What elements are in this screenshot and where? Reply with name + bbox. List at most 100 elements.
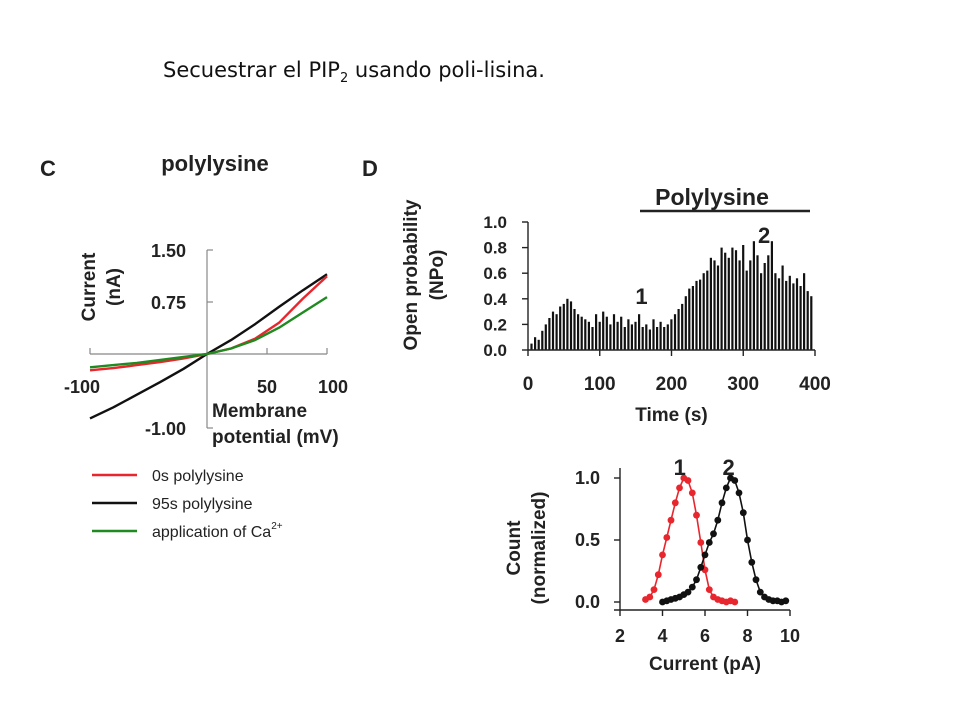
np-bar: [706, 270, 709, 350]
np-bar: [562, 303, 565, 350]
iv-legend-label: 0s polylysine: [152, 468, 244, 485]
np-bar: [551, 311, 555, 350]
count-point: [688, 583, 696, 591]
np-bar: [656, 327, 659, 350]
np-bar: [630, 324, 633, 350]
np-bar: [734, 250, 738, 350]
np-bar: [541, 330, 544, 350]
np-bar: [774, 273, 777, 350]
np-bar: [691, 286, 694, 350]
np-bar: [670, 319, 673, 350]
np-bar: [530, 343, 533, 350]
count-point: [663, 534, 671, 541]
np-bar: [580, 316, 583, 350]
count-x-tick-label: 4: [657, 626, 667, 646]
iv-x-tick-label: 50: [257, 377, 277, 397]
np-bar: [638, 314, 641, 350]
count-point: [705, 586, 713, 593]
count-point: [752, 576, 760, 584]
iv-legend-label: application of Ca2+: [152, 521, 283, 541]
slide-title-main: Secuestrar el PIP: [163, 58, 340, 82]
np-bar: [569, 301, 573, 350]
count-point: [744, 536, 751, 544]
np-y-tick-label: 0.0: [483, 341, 507, 360]
open-probability-chart: 0.0 0.2 0.4 0.6 0.8 1.0 0 100 200 300 400 Time (s) O…: [401, 184, 831, 426]
np-bar: [609, 324, 612, 350]
np-y-tick-label: 0.6: [483, 264, 507, 283]
count-point: [731, 477, 739, 484]
count-point: [697, 539, 705, 546]
np-bar: [573, 309, 576, 350]
count-point: [739, 509, 747, 517]
iv-y-label-line1: Current: [79, 252, 100, 321]
count-y-label-line2: (normalized): [529, 492, 550, 605]
np-bar: [720, 247, 723, 350]
np-bar: [627, 319, 630, 350]
count-x-tick-label: 10: [780, 626, 800, 646]
np-bar: [727, 257, 730, 350]
np-bar: [677, 309, 680, 350]
iv-chart-title: polylysine: [161, 151, 269, 176]
count-y-tick-label: 1.0: [575, 468, 600, 488]
panel-label-d: D: [362, 156, 378, 181]
iv-x-tick-label: 100: [318, 377, 348, 397]
np-y-label-line1: Open probability: [401, 199, 422, 350]
slide-title: Secuestrar el PIP2 usando poli-lisina.: [163, 58, 545, 86]
np-bar: [616, 321, 619, 350]
count-point: [646, 593, 654, 601]
np-bar: [537, 339, 540, 350]
count-point: [782, 597, 790, 605]
np-bar: [713, 260, 716, 350]
np-bar: [699, 279, 702, 350]
panel-label-c: C: [40, 156, 56, 181]
np-bar: [731, 247, 734, 350]
count-y-tick-label: 0.5: [575, 530, 600, 550]
np-x-tick-label: 200: [656, 374, 688, 395]
iv-series-line: [89, 296, 328, 369]
np-annotation: 2: [758, 223, 770, 248]
np-x-tick-label: 400: [799, 374, 831, 395]
count-annotation: 2: [723, 455, 735, 480]
count-point: [731, 598, 739, 606]
np-y-tick-label: 1.0: [483, 213, 507, 232]
np-bar: [795, 278, 799, 350]
iv-x-tick-label: -100: [64, 377, 100, 397]
np-bar: [602, 311, 605, 350]
np-bar: [663, 327, 666, 350]
np-bar: [555, 314, 558, 350]
count-point: [684, 588, 692, 596]
iv-y-tick-label: -1.00: [145, 419, 186, 439]
count-point: [756, 588, 764, 596]
np-bar: [688, 288, 691, 350]
np-bar: [548, 318, 551, 350]
iv-chart: polylysine 1.50 0.75 -1.00 -100 50 100 Membrane…: [64, 151, 348, 541]
np-bar: [623, 327, 626, 350]
count-point: [659, 551, 666, 559]
np-bar: [587, 321, 590, 350]
np-chart-title: Polylysine: [655, 184, 769, 210]
count-point: [693, 576, 700, 584]
count-y-tick-label: 0.0: [575, 592, 600, 612]
count-point: [714, 516, 722, 524]
np-bar: [652, 319, 655, 350]
np-bar: [648, 329, 651, 350]
np-bar: [595, 314, 598, 350]
np-bar: [684, 296, 687, 350]
np-bar: [702, 273, 705, 350]
np-bar: [810, 296, 813, 350]
np-bar: [724, 252, 727, 350]
np-bar: [806, 291, 809, 350]
count-point: [722, 484, 730, 492]
np-bar: [534, 337, 537, 350]
count-x-label: Current (pA): [649, 654, 761, 675]
iv-legend-label-superscript: 2+: [271, 521, 283, 532]
np-bar: [770, 241, 773, 350]
count-point: [697, 563, 705, 571]
np-bar: [559, 306, 562, 350]
np-annotation: 1: [635, 284, 647, 309]
iv-series-line: [89, 273, 328, 420]
np-bar: [749, 260, 752, 350]
np-y-tick-label: 0.8: [483, 239, 507, 258]
np-y-label-line2: (NPo): [427, 250, 448, 301]
